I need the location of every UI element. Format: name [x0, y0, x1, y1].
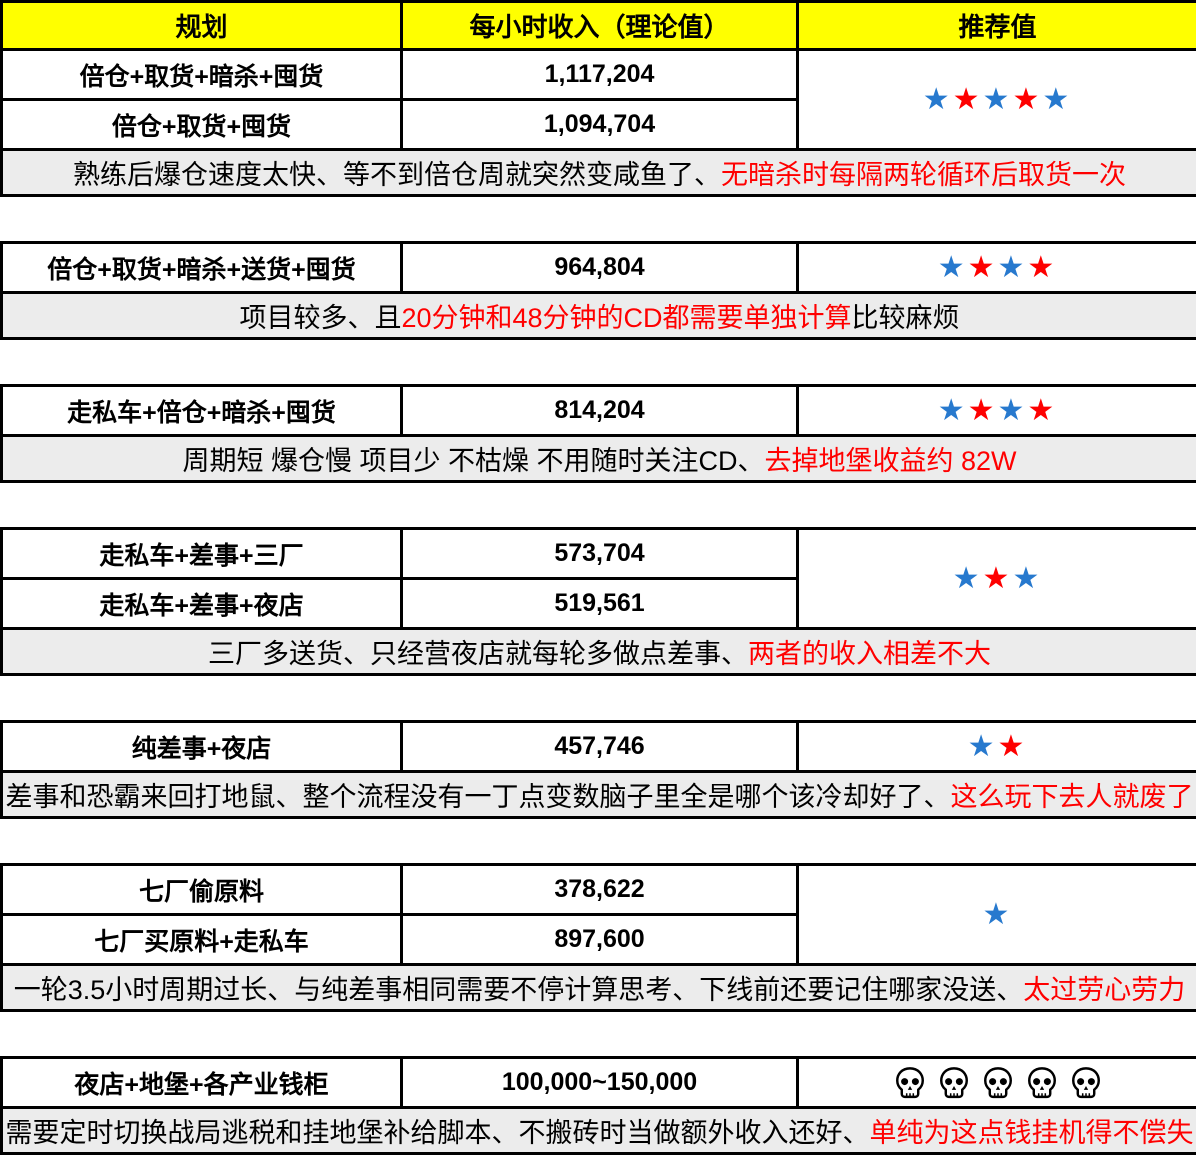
plan-cell: 七厂买原料+走私车 — [2, 915, 402, 965]
star-icon: ★ — [1012, 564, 1042, 594]
skull-icon — [1069, 1066, 1103, 1100]
star-icon: ★ — [923, 85, 953, 115]
star-icon: ★ — [1027, 396, 1057, 426]
skull-icon — [893, 1066, 927, 1100]
plan-cell: 倍仓+取货+囤货 — [2, 100, 402, 150]
note-cell: 项目较多、且20分钟和48分钟的CD都需要单独计算比较麻烦 — [2, 293, 1196, 339]
income-cell: 1,117,204 — [402, 50, 798, 100]
header-plan: 规划 — [2, 2, 402, 50]
note-text-segment: 去掉地堡收益约 82W — [764, 446, 1016, 476]
rating-cell — [798, 1058, 1196, 1108]
note-text-segment: 熟练后爆仓速度太快、等不到倍仓周就突然变咸鱼了、 — [73, 160, 721, 190]
plan-cell: 倍仓+取货+暗杀+囤货 — [2, 50, 402, 100]
note-row: 熟练后爆仓速度太快、等不到倍仓周就突然变咸鱼了、无暗杀时每隔两轮循环后取货一次 — [2, 150, 1196, 196]
note-row: 需要定时切换战局逃税和挂地堡补给脚本、不搬砖时当做额外收入还好、单纯为这点钱挂机… — [2, 1108, 1196, 1154]
star-icon: ★ — [953, 564, 983, 594]
note-row: 三厂多送货、只经营夜店就每轮多做点差事、两者的收入相差不大 — [2, 629, 1196, 675]
plan-cell: 走私车+差事+三厂 — [2, 529, 402, 579]
star-icon: ★ — [953, 85, 983, 115]
rating-cell: ★★★★ — [798, 243, 1196, 293]
note-row: 周期短 爆仓慢 项目少 不枯燥 不用随时关注CD、去掉地堡收益约 82W — [2, 436, 1196, 482]
star-icon: ★ — [1042, 85, 1072, 115]
header-rating: 推荐值 — [798, 2, 1196, 50]
rating-cell: ★★★★★ — [798, 50, 1196, 150]
plan-cell: 七厂偷原料 — [2, 865, 402, 915]
star-icon: ★ — [983, 900, 1013, 930]
note-text-segment: 项目较多、且 — [239, 303, 401, 333]
income-cell: 100,000~150,000 — [402, 1058, 798, 1108]
note-text-segment: 比较麻烦 — [852, 303, 960, 333]
skull-icon — [981, 1066, 1015, 1100]
note-cell: 周期短 爆仓慢 项目少 不枯燥 不用随时关注CD、去掉地堡收益约 82W — [2, 436, 1196, 482]
note-text-segment: 这么玩下去人就废了 — [951, 782, 1194, 812]
income-cell: 519,561 — [402, 579, 798, 629]
income-cell: 964,804 — [402, 243, 798, 293]
star-icon: ★ — [938, 396, 968, 426]
income-cell: 814,204 — [402, 386, 798, 436]
income-cell: 897,600 — [402, 915, 798, 965]
income-cell: 457,746 — [402, 722, 798, 772]
skull-icon — [1025, 1066, 1059, 1100]
star-icon: ★ — [998, 396, 1028, 426]
star-icon: ★ — [968, 396, 998, 426]
note-text-segment: 无暗杀时每隔两轮循环后取货一次 — [721, 160, 1126, 190]
note-cell: 需要定时切换战局逃税和挂地堡补给脚本、不搬砖时当做额外收入还好、单纯为这点钱挂机… — [2, 1108, 1196, 1154]
note-text-segment: 周期短 爆仓慢 项目少 不枯燥 不用随时关注CD、 — [182, 446, 764, 476]
rating-cell: ★★★★ — [798, 386, 1196, 436]
star-icon: ★ — [938, 253, 968, 283]
note-cell: 差事和恐霸来回打地鼠、整个流程没有一丁点变数脑子里全是哪个该冷却好了、这么玩下去… — [2, 772, 1196, 818]
header-row: 规划每小时收入（理论值）推荐值 — [2, 2, 1196, 50]
rating-cell: ★★ — [798, 722, 1196, 772]
plan-cell: 夜店+地堡+各产业钱柜 — [2, 1058, 402, 1108]
star-icon: ★ — [998, 732, 1028, 762]
note-text-segment: 单纯为这点钱挂机得不偿失 — [870, 1118, 1194, 1148]
star-icon: ★ — [998, 253, 1028, 283]
note-row: 一轮3.5小时周期过长、与纯差事相同需要不停计算思考、下线前还要记住哪家没送、太… — [2, 965, 1196, 1011]
star-icon: ★ — [1027, 253, 1057, 283]
note-cell: 三厂多送货、只经营夜店就每轮多做点差事、两者的收入相差不大 — [2, 629, 1196, 675]
note-text-segment: 需要定时切换战局逃税和挂地堡补给脚本、不搬砖时当做额外收入还好、 — [6, 1118, 870, 1148]
note-text-segment: 一轮3.5小时周期过长、与纯差事相同需要不停计算思考、下线前还要记住哪家没送、 — [14, 975, 1024, 1005]
income-cell: 573,704 — [402, 529, 798, 579]
rating-cell: ★★★ — [798, 529, 1196, 629]
note-text-segment: 太过劳心劳力 — [1023, 975, 1185, 1005]
plan-cell: 倍仓+取货+暗杀+送货+囤货 — [2, 243, 402, 293]
star-icon: ★ — [1012, 85, 1042, 115]
star-icon: ★ — [983, 564, 1013, 594]
note-cell: 熟练后爆仓速度太快、等不到倍仓周就突然变咸鱼了、无暗杀时每隔两轮循环后取货一次 — [2, 150, 1196, 196]
note-cell: 一轮3.5小时周期过长、与纯差事相同需要不停计算思考、下线前还要记住哪家没送、太… — [2, 965, 1196, 1011]
rating-cell: ★ — [798, 865, 1196, 965]
star-icon: ★ — [983, 85, 1013, 115]
note-row: 项目较多、且20分钟和48分钟的CD都需要单独计算比较麻烦 — [2, 293, 1196, 339]
header-income: 每小时收入（理论值） — [402, 2, 798, 50]
note-text-segment: 三厂多送货、只经营夜店就每轮多做点差事、 — [208, 639, 748, 669]
star-icon: ★ — [968, 253, 998, 283]
note-text-segment: 20分钟和48分钟的CD都需要单独计算 — [401, 303, 851, 333]
income-cell: 378,622 — [402, 865, 798, 915]
plan-cell: 纯差事+夜店 — [2, 722, 402, 772]
star-icon: ★ — [968, 732, 998, 762]
income-cell: 1,094,704 — [402, 100, 798, 150]
note-row: 差事和恐霸来回打地鼠、整个流程没有一丁点变数脑子里全是哪个该冷却好了、这么玩下去… — [2, 772, 1196, 818]
skull-icon — [937, 1066, 971, 1100]
note-text-segment: 两者的收入相差不大 — [748, 639, 991, 669]
plan-cell: 走私车+倍仓+暗杀+囤货 — [2, 386, 402, 436]
note-text-segment: 差事和恐霸来回打地鼠、整个流程没有一丁点变数脑子里全是哪个该冷却好了、 — [6, 782, 951, 812]
plan-cell: 走私车+差事+夜店 — [2, 579, 402, 629]
